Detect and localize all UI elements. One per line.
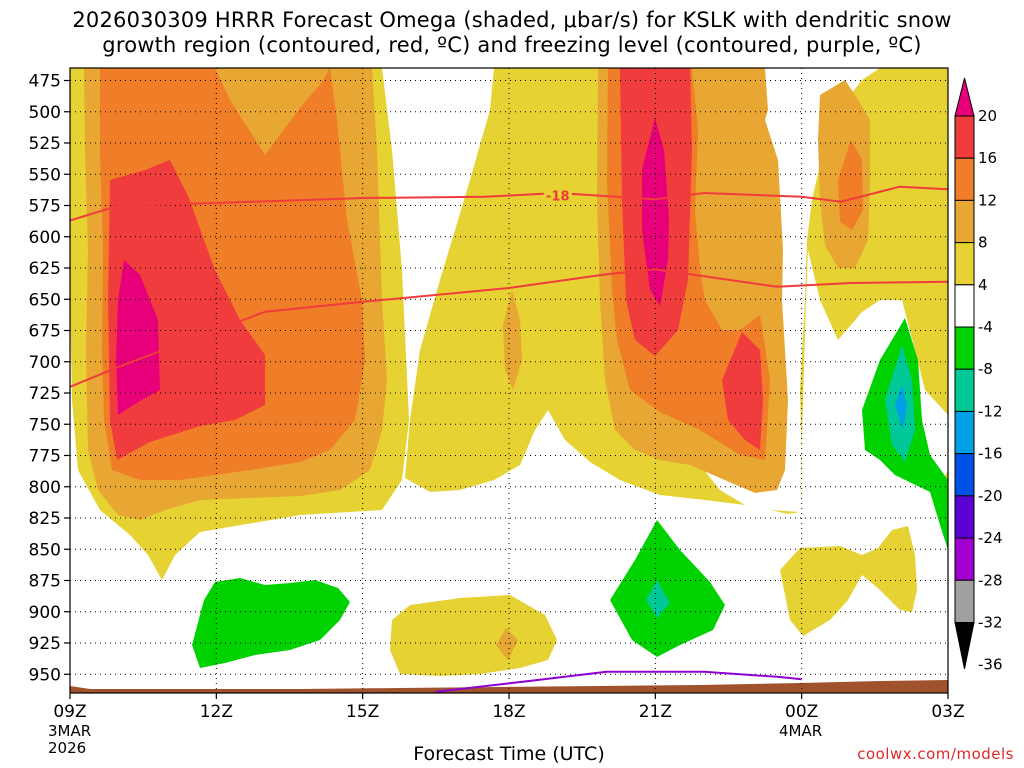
y-tick-label-725: 725 xyxy=(29,384,61,404)
colorbar-label--8: -8 xyxy=(978,360,993,378)
colorbar-band-4 xyxy=(954,242,975,286)
y-tick-label-650: 650 xyxy=(29,290,61,310)
chart-title-line-2: growth region (contoured, red, ºC) and f… xyxy=(102,33,922,57)
x-tick-label-15Z: 15Z xyxy=(346,702,379,722)
colorbar-band--28 xyxy=(954,537,975,581)
chart-title-line-1: 2026030309 HRRR Forecast Omega (shaded, … xyxy=(72,8,952,32)
y-tick-label-775: 775 xyxy=(29,447,61,467)
y-tick-label-800: 800 xyxy=(29,478,61,498)
x-tick-label-12Z: 12Z xyxy=(200,702,233,722)
dgz-contour-upper xyxy=(70,185,948,222)
colorbar-band-16 xyxy=(954,115,975,159)
colorbar-label-12: 12 xyxy=(978,191,997,209)
second-month-label: 4MAR xyxy=(779,722,823,740)
omega-shade-gt-20 xyxy=(116,118,669,415)
colorbar-band--20 xyxy=(954,453,975,497)
contour-label: -18 xyxy=(546,190,570,205)
colorbar-band-12 xyxy=(954,157,975,201)
site-credit: coolwx.com/models xyxy=(857,745,1014,763)
x-tick-label-21Z: 21Z xyxy=(639,702,672,722)
freezing-level-contour xyxy=(435,670,802,693)
y-tick-label-600: 600 xyxy=(29,228,61,248)
y-tick-label-875: 875 xyxy=(29,572,61,592)
y-tick-label-575: 575 xyxy=(29,197,61,217)
colorbar-label--28: -28 xyxy=(978,571,1003,589)
x-axis-title: Forecast Time (UTC) xyxy=(413,743,605,765)
colorbar-label--20: -20 xyxy=(978,487,1003,505)
colorbar-label--24: -24 xyxy=(978,529,1003,547)
y-tick-label-825: 825 xyxy=(29,509,61,529)
y-tick-label-950: 950 xyxy=(29,665,61,685)
colorbar-band--4 xyxy=(954,284,975,328)
colorbar-label-16: 16 xyxy=(978,149,997,167)
colorbar-band-8 xyxy=(954,199,975,244)
x-tick-label-03Z: 03Z xyxy=(931,702,964,722)
colorbar-label--16: -16 xyxy=(978,445,1003,463)
temperature-contours: -18 xyxy=(70,185,948,693)
colorbar-bottom-triangle xyxy=(954,621,975,669)
y-tick-label-525: 525 xyxy=(29,134,61,154)
y-tick-label-550: 550 xyxy=(29,165,61,185)
contour-label-background xyxy=(543,187,572,203)
y-tick-label-475: 475 xyxy=(29,72,61,92)
y-tick-label-750: 750 xyxy=(29,415,61,435)
y-tick-label-625: 625 xyxy=(29,259,61,279)
colorbar-label-20: 20 xyxy=(978,107,997,125)
colorbar-label-4: 4 xyxy=(978,276,988,294)
dgz-contour-lower xyxy=(70,268,948,388)
colorbar-label--36: -36 xyxy=(978,656,1003,674)
start-month-label: 3MAR xyxy=(48,722,92,740)
y-tick-label-925: 925 xyxy=(29,634,61,654)
omega-shade-neg-12-16 xyxy=(895,385,907,430)
y-tick-label-850: 850 xyxy=(29,540,61,560)
y-tick-label-900: 900 xyxy=(29,603,61,623)
omega-colorbar: 20 16 12 8 4 -4 -8 -12 -16 -20 -24 -28 -32 -36 xyxy=(954,77,1003,674)
y-tick-label-675: 675 xyxy=(29,322,61,342)
terrain-ground-shading xyxy=(70,680,948,693)
colorbar-label--12: -12 xyxy=(978,402,1003,420)
plot-grid xyxy=(70,68,948,693)
colorbar-label--4: -4 xyxy=(978,318,993,336)
y-tick-label-500: 500 xyxy=(29,103,61,123)
colorbar-label--32: -32 xyxy=(978,613,1003,631)
colorbar-band--8 xyxy=(954,326,975,370)
colorbar-band--16 xyxy=(954,410,975,455)
x-axis: 09Z 12Z 15Z 18Z 21Z 00Z 03Z xyxy=(53,693,965,722)
x-tick-label-09Z: 09Z xyxy=(53,702,86,722)
colorbar-top-triangle xyxy=(954,77,975,117)
colorbar-band--32 xyxy=(954,579,975,623)
colorbar-band--24 xyxy=(954,495,975,539)
colorbar-band--12 xyxy=(954,368,975,412)
y-tick-label-700: 700 xyxy=(29,353,61,373)
colorbar-label-8: 8 xyxy=(978,234,988,252)
start-year-label: 2026 xyxy=(48,739,87,757)
y-axis: 475 500 525 550 575 600 625 650 675 700 725 750 775 8… xyxy=(29,72,70,685)
x-tick-label-00Z: 00Z xyxy=(785,702,818,722)
x-tick-label-18Z: 18Z xyxy=(492,702,525,722)
